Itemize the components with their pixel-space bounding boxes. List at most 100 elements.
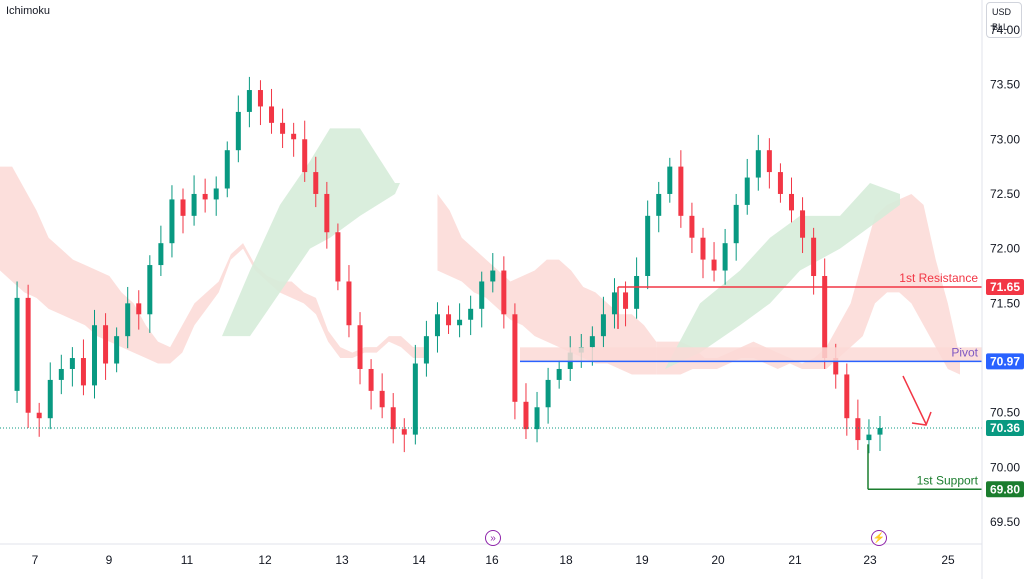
candle-body <box>844 374 850 419</box>
candle-body <box>755 150 761 178</box>
candle-body <box>36 412 42 419</box>
x-tick-label: 19 <box>635 553 649 567</box>
down-arrow-shaft <box>902 375 927 425</box>
candle-body <box>800 210 806 238</box>
support-price-tag <box>986 481 1024 498</box>
candle-body <box>722 243 728 271</box>
candle-body <box>390 407 396 430</box>
candle-body <box>147 265 153 315</box>
forward-icon[interactable]: » <box>485 530 501 546</box>
y-tick-label: 73.00 <box>990 132 1020 146</box>
candle-body <box>501 270 507 315</box>
candle-body <box>257 90 263 107</box>
cloud-bullish <box>665 183 900 369</box>
y-tick-label: 70.50 <box>990 406 1020 420</box>
candle-body <box>545 379 551 408</box>
candle-body <box>213 188 219 200</box>
candle-body <box>600 314 606 337</box>
candle-body <box>246 90 252 112</box>
last-price-value: 70.36 <box>990 421 1020 435</box>
x-tick-label: 23 <box>863 553 877 567</box>
candle-body <box>700 237 706 260</box>
candle-body <box>114 336 120 364</box>
candle-body <box>733 204 739 244</box>
candle-body <box>92 325 98 386</box>
y-tick-label: 71.50 <box>990 296 1020 310</box>
candle-body <box>25 297 31 413</box>
support-price-value: 69.80 <box>990 482 1020 496</box>
support-label: 1st Support <box>917 473 979 487</box>
y-tick-label: 69.50 <box>990 515 1020 529</box>
x-tick-label: 13 <box>335 553 349 567</box>
candle-body <box>678 166 684 216</box>
candle-body <box>69 358 75 369</box>
levels: 1st Resistance 71.65 Pivot 70.97 1st Support… <box>0 271 1024 498</box>
currency-unit-box[interactable]: USD BLL <box>986 2 1022 38</box>
y-tick-label: 74.00 <box>990 23 1020 37</box>
y-tick-label: 72.00 <box>990 242 1020 256</box>
down-arrow-head <box>911 411 932 426</box>
pivot-label: Pivot <box>951 345 978 359</box>
resistance-price-tag <box>986 278 1024 295</box>
candle-body <box>468 308 474 320</box>
candle-body <box>58 368 64 380</box>
candle-body <box>556 368 562 380</box>
candle-body <box>335 232 341 282</box>
candle-body <box>80 358 86 386</box>
candle-body <box>877 428 883 435</box>
candle-body <box>689 215 695 238</box>
candle-body <box>634 276 640 309</box>
candle-body <box>379 390 385 408</box>
candle-body <box>169 199 175 244</box>
candle-body <box>368 368 374 391</box>
pivot-price-tag <box>986 353 1024 370</box>
candle-body <box>191 193 197 216</box>
candle-body <box>446 314 452 326</box>
candle-body <box>103 325 109 364</box>
indicator-label[interactable]: Ichimoku <box>6 5 51 17</box>
candle-body <box>866 434 872 441</box>
candle-body <box>357 325 363 369</box>
candle-body <box>833 358 839 375</box>
candle-body <box>136 303 142 315</box>
candle-body <box>811 237 817 276</box>
candle-body <box>744 177 750 205</box>
candle-body <box>401 429 407 435</box>
candle-body <box>423 336 429 364</box>
x-tick-label: 18 <box>559 553 573 567</box>
candle-body <box>623 292 629 309</box>
candle-body <box>490 270 496 282</box>
candle-body <box>313 172 319 194</box>
x-tick-label: 9 <box>106 553 113 567</box>
x-tick-label: 25 <box>941 553 955 567</box>
candle-body <box>434 314 440 337</box>
candle-body <box>788 193 794 211</box>
candle-body <box>855 418 861 441</box>
unit-label: BLL <box>992 22 1009 32</box>
candle-body <box>822 276 828 359</box>
cloud-bearish <box>656 193 960 375</box>
resistance-price-value: 71.65 <box>990 280 1020 294</box>
candle-body <box>777 172 783 194</box>
x-tick-label: 21 <box>788 553 802 567</box>
annotations <box>902 375 932 426</box>
candle-body <box>224 150 230 189</box>
x-tick-label: 11 <box>181 553 194 567</box>
x-tick-label: 16 <box>485 553 499 567</box>
candle-body <box>14 297 20 391</box>
lightning-icon[interactable]: ⚡ <box>871 530 887 546</box>
candle-body <box>512 314 518 402</box>
candles <box>14 76 883 454</box>
candle-body <box>280 122 286 134</box>
candle-body <box>645 215 651 276</box>
candle-body <box>346 281 352 326</box>
y-tick-label: 72.50 <box>990 187 1020 201</box>
x-tick-label: 20 <box>711 553 725 567</box>
x-tick-label: 7 <box>32 553 39 567</box>
last-price-tag <box>986 420 1024 437</box>
cloud-bearish <box>0 166 426 364</box>
candle-body <box>766 150 772 173</box>
candle-body <box>291 133 297 140</box>
candle-body <box>457 319 463 326</box>
